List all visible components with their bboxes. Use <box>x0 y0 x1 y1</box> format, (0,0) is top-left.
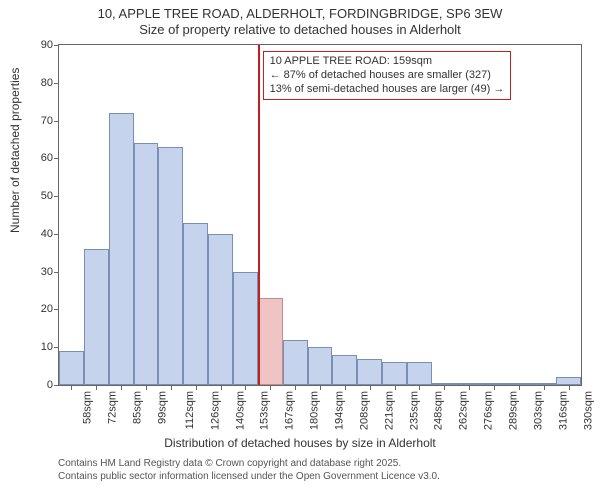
histogram-bar <box>233 272 258 385</box>
footer-line-2: Contains public sector information licen… <box>58 471 440 484</box>
histogram-bar <box>332 355 357 385</box>
histogram-bar <box>531 383 556 385</box>
y-tick-label: 70 <box>41 115 53 127</box>
x-tick-label: 276sqm <box>483 391 495 430</box>
x-tick-label: 262sqm <box>458 391 470 430</box>
x-tick-mark <box>295 385 296 390</box>
chart-container: 10, APPLE TREE ROAD, ALDERHOLT, FORDINGB… <box>0 0 600 500</box>
annotation-line: ← 87% of detached houses are smaller (32… <box>270 69 505 83</box>
y-tick-label: 10 <box>41 341 53 353</box>
x-tick-label: 330sqm <box>582 391 594 430</box>
histogram-bar <box>109 113 134 385</box>
histogram-bar <box>208 234 233 385</box>
x-tick-mark <box>494 385 495 390</box>
x-tick-mark <box>146 385 147 390</box>
x-tick-mark <box>171 385 172 390</box>
y-tick-label: 20 <box>41 303 53 315</box>
x-tick-label: 85sqm <box>132 391 144 424</box>
x-tick-label: 235sqm <box>408 391 420 430</box>
y-tick-label: 40 <box>41 228 53 240</box>
histogram-bar <box>134 143 159 385</box>
x-tick-label: 303sqm <box>532 391 544 430</box>
x-tick-label: 99sqm <box>157 391 169 424</box>
x-tick-label: 153sqm <box>259 391 271 430</box>
annotation-line: 13% of semi-detached houses are larger (… <box>270 83 505 97</box>
x-tick-label: 194sqm <box>334 391 346 430</box>
y-tick-mark <box>54 83 59 84</box>
histogram-bar <box>506 383 531 385</box>
x-tick-mark <box>245 385 246 390</box>
x-tick-label: 221sqm <box>383 391 395 430</box>
plot-area: 010203040506070809058sqm72sqm85sqm99sqm1… <box>58 44 582 386</box>
x-tick-mark <box>419 385 420 390</box>
x-tick-mark <box>395 385 396 390</box>
y-tick-label: 60 <box>41 152 53 164</box>
y-tick-mark <box>54 309 59 310</box>
x-tick-mark <box>345 385 346 390</box>
histogram-bar <box>357 359 382 385</box>
y-tick-mark <box>54 121 59 122</box>
y-tick-mark <box>54 158 59 159</box>
x-tick-mark <box>96 385 97 390</box>
x-tick-label: 289sqm <box>508 391 520 430</box>
y-tick-mark <box>54 196 59 197</box>
y-tick-label: 30 <box>41 266 53 278</box>
reference-line <box>258 45 260 385</box>
histogram-bar <box>482 383 507 385</box>
y-tick-label: 80 <box>41 77 53 89</box>
y-tick-mark <box>54 234 59 235</box>
x-tick-mark <box>320 385 321 390</box>
chart-title: 10, APPLE TREE ROAD, ALDERHOLT, FORDINGB… <box>0 6 600 39</box>
x-tick-mark <box>544 385 545 390</box>
footer-attribution: Contains HM Land Registry data © Crown c… <box>58 458 440 483</box>
x-tick-mark <box>569 385 570 390</box>
histogram-bar <box>59 351 84 385</box>
x-tick-mark <box>519 385 520 390</box>
histogram-bar <box>432 383 457 385</box>
title-line-1: 10, APPLE TREE ROAD, ALDERHOLT, FORDINGB… <box>0 6 600 22</box>
histogram-bar <box>457 383 482 385</box>
y-tick-mark <box>54 385 59 386</box>
y-tick-label: 50 <box>41 190 53 202</box>
x-tick-mark <box>270 385 271 390</box>
annotation-box: 10 APPLE TREE ROAD: 159sqm← 87% of detac… <box>263 51 512 100</box>
x-tick-label: 112sqm <box>184 391 196 429</box>
histogram-bar-highlight <box>258 298 283 385</box>
x-tick-mark <box>196 385 197 390</box>
histogram-bar <box>183 223 208 385</box>
title-line-2: Size of property relative to detached ho… <box>0 22 600 38</box>
y-tick-mark <box>54 272 59 273</box>
histogram-bar <box>382 362 407 385</box>
histogram-bar <box>308 347 333 385</box>
x-tick-label: 167sqm <box>284 391 296 430</box>
x-tick-mark <box>370 385 371 390</box>
x-tick-label: 126sqm <box>209 391 221 430</box>
x-tick-label: 72sqm <box>107 391 119 424</box>
x-tick-mark <box>121 385 122 390</box>
footer-line-1: Contains HM Land Registry data © Crown c… <box>58 458 440 471</box>
histogram-bar <box>158 147 183 385</box>
y-tick-mark <box>54 45 59 46</box>
x-tick-label: 180sqm <box>309 391 321 430</box>
histogram-bar <box>556 377 581 385</box>
y-tick-mark <box>54 347 59 348</box>
x-axis-label: Distribution of detached houses by size … <box>0 436 600 450</box>
histogram-bar <box>84 249 109 385</box>
y-axis-label: Number of detached properties <box>8 68 22 233</box>
y-tick-label: 90 <box>41 39 53 51</box>
histogram-bar <box>283 340 308 385</box>
y-tick-label: 0 <box>47 379 53 391</box>
x-tick-mark <box>444 385 445 390</box>
x-tick-mark <box>221 385 222 390</box>
x-tick-label: 248sqm <box>433 391 445 430</box>
x-tick-label: 208sqm <box>358 391 370 430</box>
annotation-line: 10 APPLE TREE ROAD: 159sqm <box>270 55 505 69</box>
x-tick-label: 58sqm <box>82 391 94 424</box>
x-tick-label: 316sqm <box>557 391 569 430</box>
x-tick-mark <box>71 385 72 390</box>
x-tick-mark <box>469 385 470 390</box>
x-tick-label: 140sqm <box>234 391 246 430</box>
histogram-bar <box>407 362 432 385</box>
